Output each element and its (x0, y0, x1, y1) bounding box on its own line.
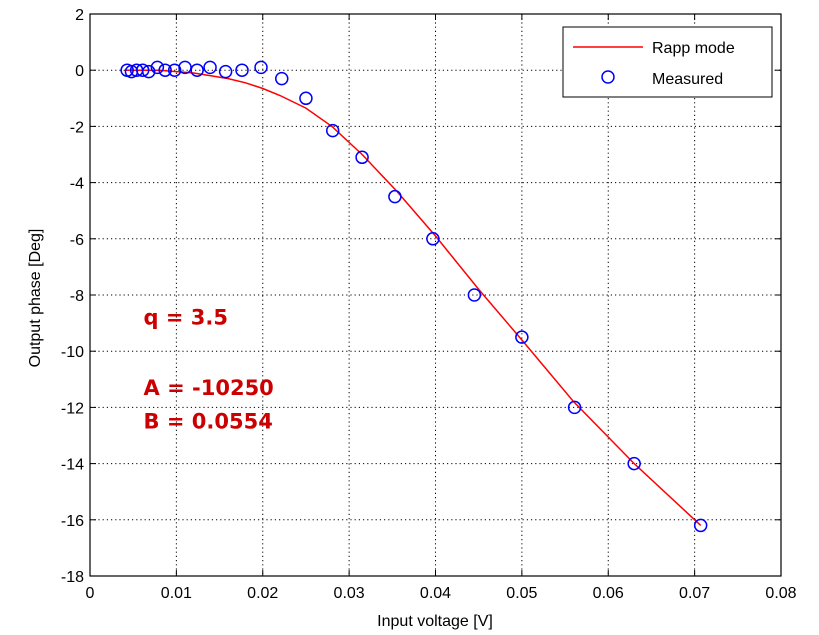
x-tick-label: 0.02 (247, 585, 278, 602)
measured-point (167, 63, 182, 77)
rapp-model-curve (124, 69, 702, 526)
measured-point (426, 232, 440, 246)
x-axis-label: Input voltage [V] (377, 613, 493, 630)
legend-rapp-label: Rapp mode (652, 40, 735, 57)
y-tick-label: -16 (61, 513, 84, 530)
x-tick-label: 0.07 (679, 585, 710, 602)
measured-point (299, 91, 313, 106)
x-tick-label: 0.03 (334, 585, 365, 602)
measured-point (325, 123, 340, 138)
legend-measured-marker (601, 70, 615, 84)
measured-point (388, 189, 402, 204)
y-tick-label: -14 (61, 457, 84, 474)
legend-measured-label: Measured (652, 71, 723, 88)
x-tick-label: 0.06 (593, 585, 624, 602)
y-tick-label: -18 (61, 569, 84, 586)
annotation-q: q = 3.5 (144, 306, 228, 330)
annotation-A: A = -10250 (144, 376, 274, 400)
y-tick-label: -8 (70, 288, 84, 305)
measured-point (254, 60, 268, 75)
y-tick-label: 2 (75, 7, 84, 24)
measured-point (627, 456, 641, 471)
y-tick-label: -6 (70, 232, 84, 249)
y-tick-label: -4 (70, 176, 84, 193)
measured-point (158, 63, 172, 77)
grid-layer (90, 14, 781, 576)
curve-layer (124, 69, 702, 526)
measured-point (567, 400, 582, 415)
legend-box (562, 26, 773, 98)
y-tick-label: 0 (75, 63, 84, 80)
measured-point (467, 288, 482, 302)
measured-point (218, 64, 233, 79)
annotation-B: B = 0.0554 (144, 409, 273, 433)
measured-point (190, 63, 204, 77)
marker-layer (120, 60, 708, 533)
y-tick-label: -2 (70, 119, 84, 136)
measured-point (135, 63, 150, 77)
x-tick-label: 0.05 (506, 585, 537, 602)
y-tick-label: -12 (61, 400, 84, 417)
measured-point (203, 60, 217, 75)
measured-point (141, 64, 156, 79)
measured-point (235, 63, 249, 77)
measured-point (515, 330, 529, 344)
tick-layer: 0 0.01 0.02 0.03 0.04 0.05 0.06 0.07 0.08 2 0 -2 -4 -… (61, 7, 797, 602)
y-tick-label: -10 (61, 344, 84, 361)
annotation-layer: q = 3.5 A = -10250 B = 0.0554 (144, 306, 274, 434)
measured-point (150, 60, 165, 75)
measured-point (693, 518, 708, 533)
x-tick-label: 0.08 (765, 585, 796, 602)
x-tick-label: 0.04 (420, 585, 451, 602)
x-tick-label: 0.01 (161, 585, 192, 602)
x-tick-label: 0 (86, 585, 95, 602)
measured-point (275, 71, 289, 86)
y-axis-label: Output phase [Deg] (27, 229, 44, 368)
measured-point (355, 150, 369, 165)
legend: Rapp mode Measured (562, 26, 773, 98)
